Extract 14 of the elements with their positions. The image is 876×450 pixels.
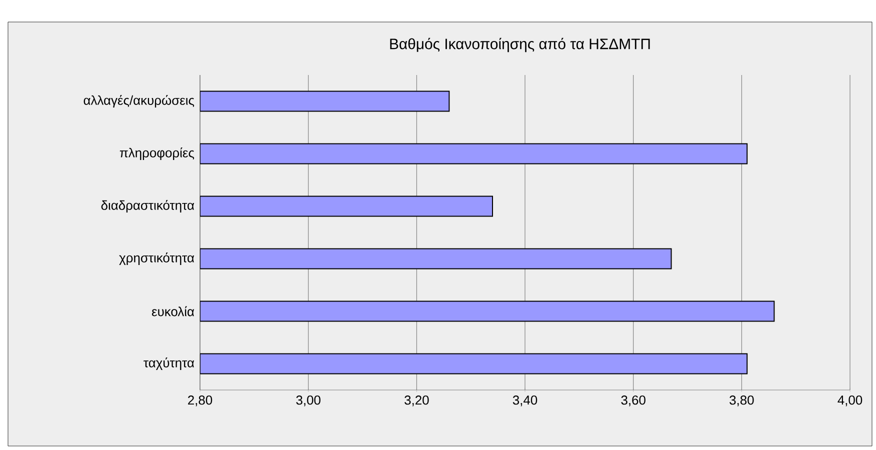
y-tick-label: ταχύτητα bbox=[144, 358, 194, 370]
x-tick-label: 4,00 bbox=[838, 396, 862, 406]
x-tick-label: 3,00 bbox=[296, 396, 320, 406]
y-tick-label: χρηστικότητα bbox=[119, 252, 194, 265]
x-tick-label: 3,60 bbox=[621, 396, 646, 406]
x-tick-label: 2,80 bbox=[188, 396, 212, 406]
y-tick-label: πληροφορίες bbox=[120, 148, 194, 160]
x-tick-label: 3,80 bbox=[730, 396, 754, 406]
x-tick-label: 3,20 bbox=[404, 396, 429, 406]
y-tick-label: αλλαγές/ακυρώσεις bbox=[84, 95, 194, 108]
y-tick-label: ευκολία bbox=[152, 306, 194, 316]
y-tick-label: διαδραστικότητα bbox=[101, 200, 194, 212]
chart-title: Βαθμός Ικανοποίησης από τα ΗΣΔΜΤΠ bbox=[390, 38, 650, 52]
x-tick-label: 3,40 bbox=[512, 396, 538, 406]
